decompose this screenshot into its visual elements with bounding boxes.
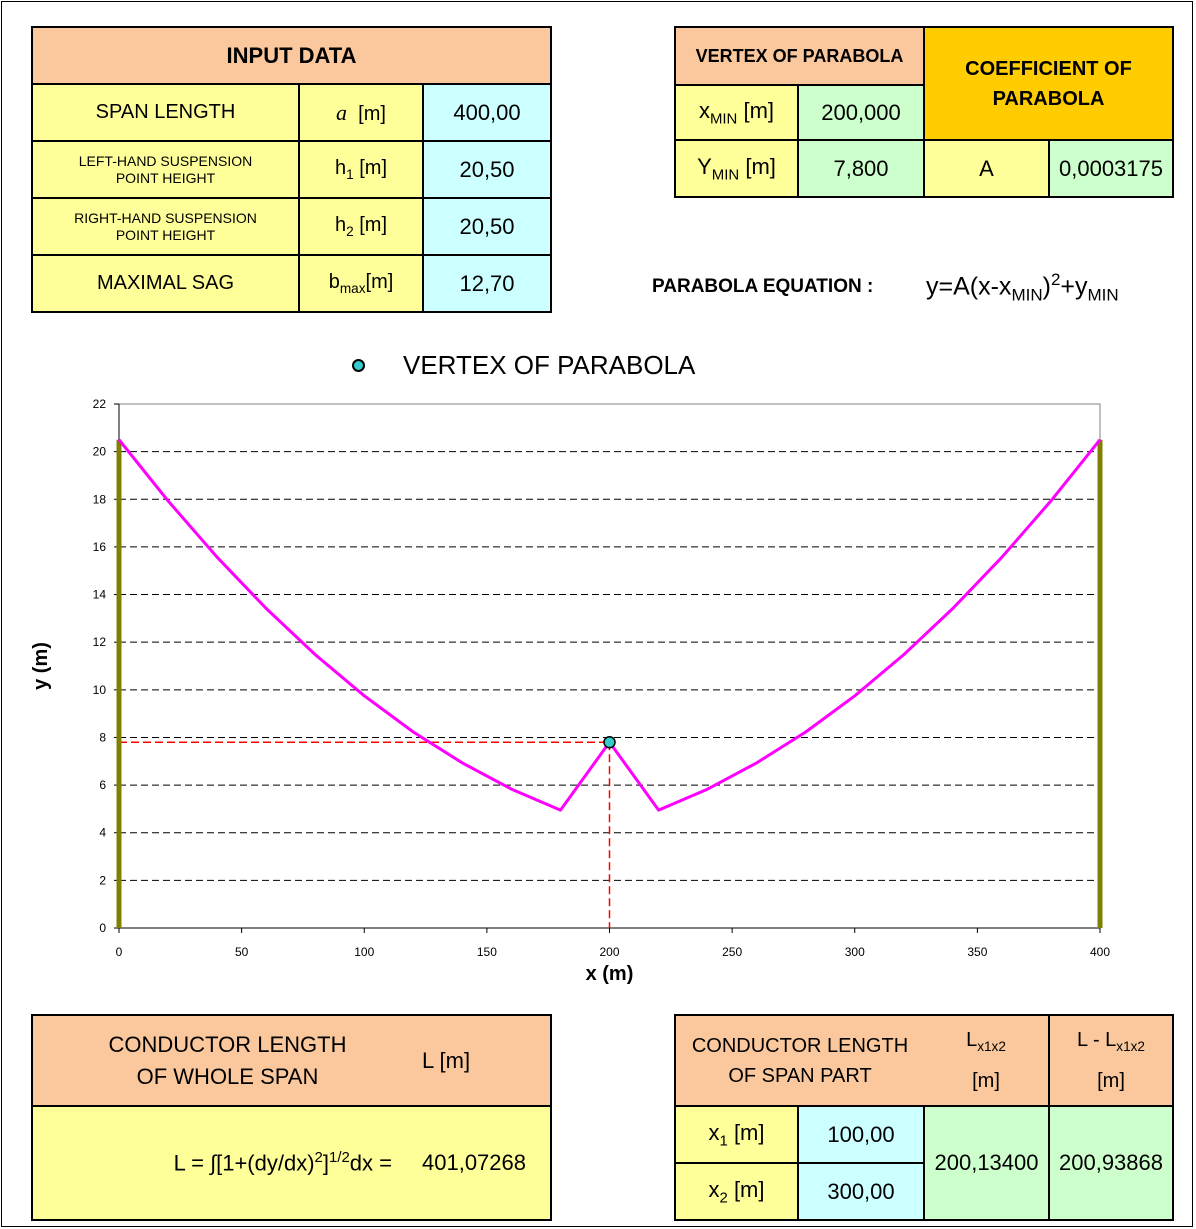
span-length-label: SPAN LENGTH [31, 83, 300, 142]
y-tick-label: 2 [99, 873, 106, 887]
x-tick-label: 400 [1090, 945, 1110, 959]
right-height-label: RIGHT-HAND SUSPENSION POINT HEIGHT [31, 197, 300, 256]
x1-label: x1 [m] [674, 1105, 799, 1164]
y-tick-label: 12 [93, 635, 107, 649]
input-data-title: INPUT DATA [31, 26, 552, 85]
x1-value[interactable]: 100,00 [797, 1105, 925, 1164]
rest-length-header: L - Lx1x2 [m] [1048, 1014, 1174, 1107]
y-tick-label: 22 [93, 397, 107, 411]
x-tick-label: 100 [354, 945, 374, 959]
whole-span-unit: L [m] [422, 1014, 552, 1107]
y-tick-label: 8 [99, 730, 106, 744]
y-tick-label: 10 [93, 683, 107, 697]
coefficient-value: 0,0003175 [1048, 139, 1174, 198]
rest-length-value: 200,93868 [1048, 1105, 1174, 1221]
whole-span-table: CONDUCTOR LENGTH OF WHOLE SPAN L [m] L = … [31, 1014, 552, 1221]
y-tick-label: 18 [93, 492, 107, 506]
vertex-title: VERTEX OF PARABOLA [674, 26, 925, 86]
x-tick-label: 250 [722, 945, 742, 959]
y-tick-label: 6 [99, 778, 106, 792]
coefficient-title: COEFFICIENT OF PARABOLA [923, 26, 1174, 141]
span-part-table: CONDUCTOR LENGTH OF SPAN PART Lx1x2 [m] L … [674, 1014, 1174, 1221]
parabola-chart: 0 2 4 6 8 10 12 14 16 18 20 22 0 50 100 150 200 250 300 350… [30, 397, 1110, 985]
y-tick-label: 20 [93, 445, 107, 459]
coefficient-label: A [923, 139, 1050, 198]
span-length-unit: a [m] [298, 83, 424, 142]
plot-area [118, 403, 1101, 929]
legend-vertex-label: VERTEX OF PARABOLA [403, 349, 696, 380]
x-tick-label: 50 [235, 945, 249, 959]
right-height-value[interactable]: 20,50 [422, 197, 552, 256]
part-length-value: 200,13400 [923, 1105, 1050, 1221]
max-sag-label: MAXIMAL SAG [31, 254, 300, 313]
y-axis-title: y (m) [30, 642, 52, 690]
left-height-label: LEFT-HAND SUSPENSION POINT HEIGHT [31, 140, 300, 199]
x-tick-label: 300 [845, 945, 865, 959]
span-part-title: CONDUCTOR LENGTH OF SPAN PART [674, 1014, 924, 1107]
length-formula: L = ∫[1+(dy/dx)2]1/2dx = [31, 1105, 422, 1221]
max-sag-value[interactable]: 12,70 [422, 254, 552, 313]
part-length-header: Lx1x2 [m] [924, 1014, 1050, 1107]
equation-label: PARABOLA EQUATION : [652, 276, 874, 297]
vertex-table: VERTEX OF PARABOLA COEFFICIENT OF PARABO… [674, 26, 1174, 198]
y-tick-label: 0 [99, 921, 106, 935]
chart-legend: VERTEX OF PARABOLA [352, 348, 695, 382]
whole-span-length-value: 401,07268 [422, 1105, 552, 1221]
x-min-label: xMIN [m] [674, 84, 799, 141]
y-tick-label: 14 [93, 588, 107, 602]
whole-span-title: CONDUCTOR LENGTH OF WHOLE SPAN [31, 1014, 422, 1107]
x-axis-title: x (m) [586, 963, 634, 985]
x2-value[interactable]: 300,00 [797, 1162, 925, 1221]
left-height-unit: h1 [m] [298, 140, 424, 199]
y-tick-label: 4 [99, 826, 106, 840]
vertex-point [603, 735, 616, 749]
y-min-value: 7,800 [797, 139, 925, 198]
right-height-unit: h2 [m] [298, 197, 424, 256]
x-tick-label: 150 [477, 945, 497, 959]
legend-vertex-marker [352, 358, 365, 372]
left-height-value[interactable]: 20,50 [422, 140, 552, 199]
x-tick-label: 350 [967, 945, 987, 959]
max-sag-unit: bmax[m] [298, 254, 424, 313]
x-tick-label: 200 [599, 945, 619, 959]
input-data-table: INPUT DATA SPAN LENGTH a [m] 400,00 LEFT… [31, 26, 552, 313]
x-tick-label: 0 [116, 945, 123, 959]
x-min-value: 200,000 [797, 84, 925, 141]
y-tick-label: 16 [93, 540, 107, 554]
x2-label: x2 [m] [674, 1162, 799, 1221]
y-min-label: YMIN [m] [674, 139, 799, 198]
equation-formula: y=A(x-xMIN)2+yMIN [926, 270, 1119, 305]
span-length-value[interactable]: 400,00 [422, 83, 552, 142]
